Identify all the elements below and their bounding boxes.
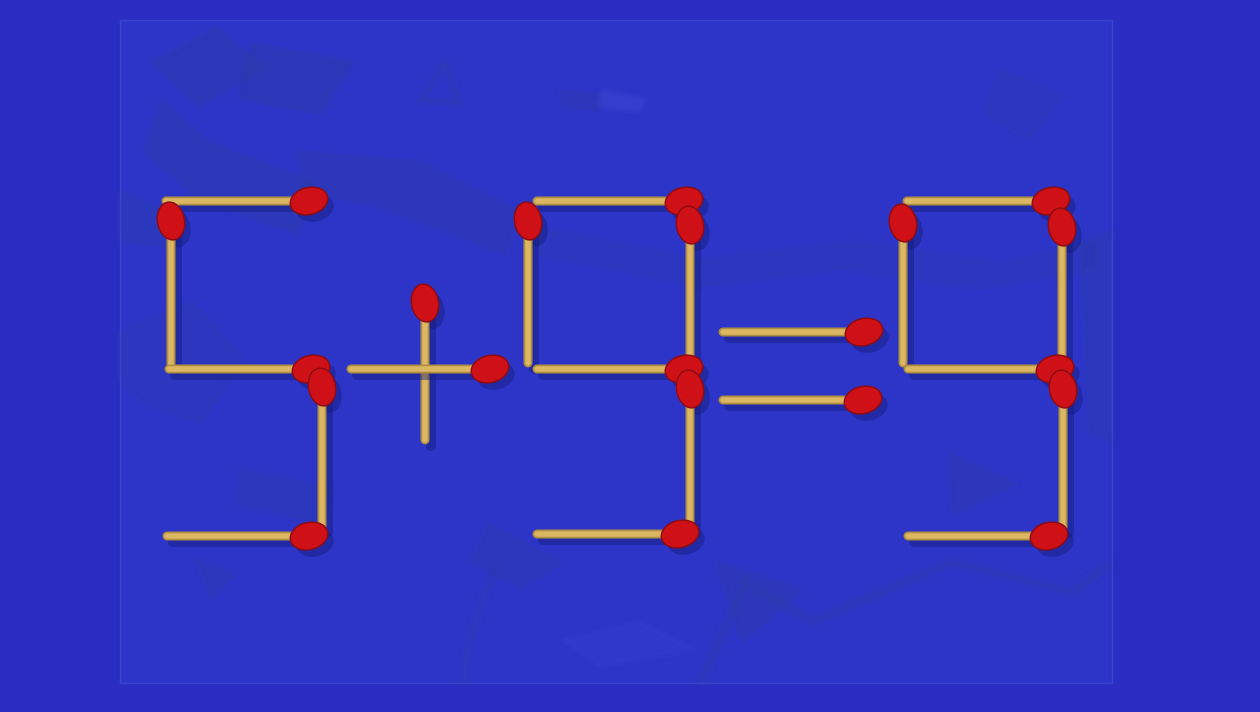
match-head xyxy=(410,283,440,323)
texture-shape xyxy=(560,620,700,668)
matchstick-digit1-top xyxy=(161,186,334,222)
texture-shape xyxy=(715,561,803,643)
texture-shape xyxy=(119,301,243,423)
matchstick-equals-bottom xyxy=(718,385,888,421)
match-head xyxy=(675,205,705,245)
match-head xyxy=(843,385,883,415)
matchstick-plus-horizontal xyxy=(346,354,515,390)
texture-shape xyxy=(1081,231,1113,443)
match-head xyxy=(307,367,337,407)
texture-shape xyxy=(195,559,235,599)
crumpled-texture-dark xyxy=(119,27,1115,686)
texture-shape xyxy=(949,453,1018,515)
matchstick-digit3-bottom xyxy=(903,521,1074,557)
match-head xyxy=(513,201,543,241)
matchstick-digit2-bottom-right xyxy=(675,369,710,538)
texture-shape xyxy=(415,55,464,107)
match-head xyxy=(1047,207,1077,247)
matchstick-digit3-top-right xyxy=(1047,207,1082,373)
crumpled-texture-light xyxy=(560,90,700,668)
matchstick-digit2-top-right xyxy=(675,205,710,373)
matchstick-digit2-top xyxy=(532,186,709,222)
match-head xyxy=(888,203,918,243)
panel-edge xyxy=(119,19,1114,685)
match-head xyxy=(289,186,329,216)
match-head xyxy=(844,317,884,347)
match-head xyxy=(289,521,329,551)
matchstick-digit1-bottom xyxy=(162,521,334,557)
matchstick-digit3-bottom-right xyxy=(1048,369,1083,538)
matchstick-digit1-bottom-right xyxy=(307,367,342,537)
matchstick-plus-vertical xyxy=(410,283,445,451)
match-head xyxy=(156,201,186,241)
match-head xyxy=(1029,521,1069,551)
matchstick-digit1-top-left xyxy=(156,201,191,375)
matchstick-digit2-bottom xyxy=(532,519,705,555)
texture-shape xyxy=(598,90,646,112)
matchstick-equals-top xyxy=(718,317,889,353)
texture-shape xyxy=(239,43,355,115)
texture-shape xyxy=(461,558,504,685)
matchsticks xyxy=(156,186,1083,557)
match-head xyxy=(470,354,510,384)
panel-background xyxy=(120,20,1113,684)
texture-shape xyxy=(559,89,603,111)
matchstick-digit3-top-left xyxy=(888,203,923,374)
match-head xyxy=(1048,369,1078,409)
texture-shape xyxy=(983,69,1061,141)
matchstick-digit2-top-left xyxy=(513,201,548,374)
match-head xyxy=(660,519,700,549)
match-head xyxy=(675,369,705,409)
